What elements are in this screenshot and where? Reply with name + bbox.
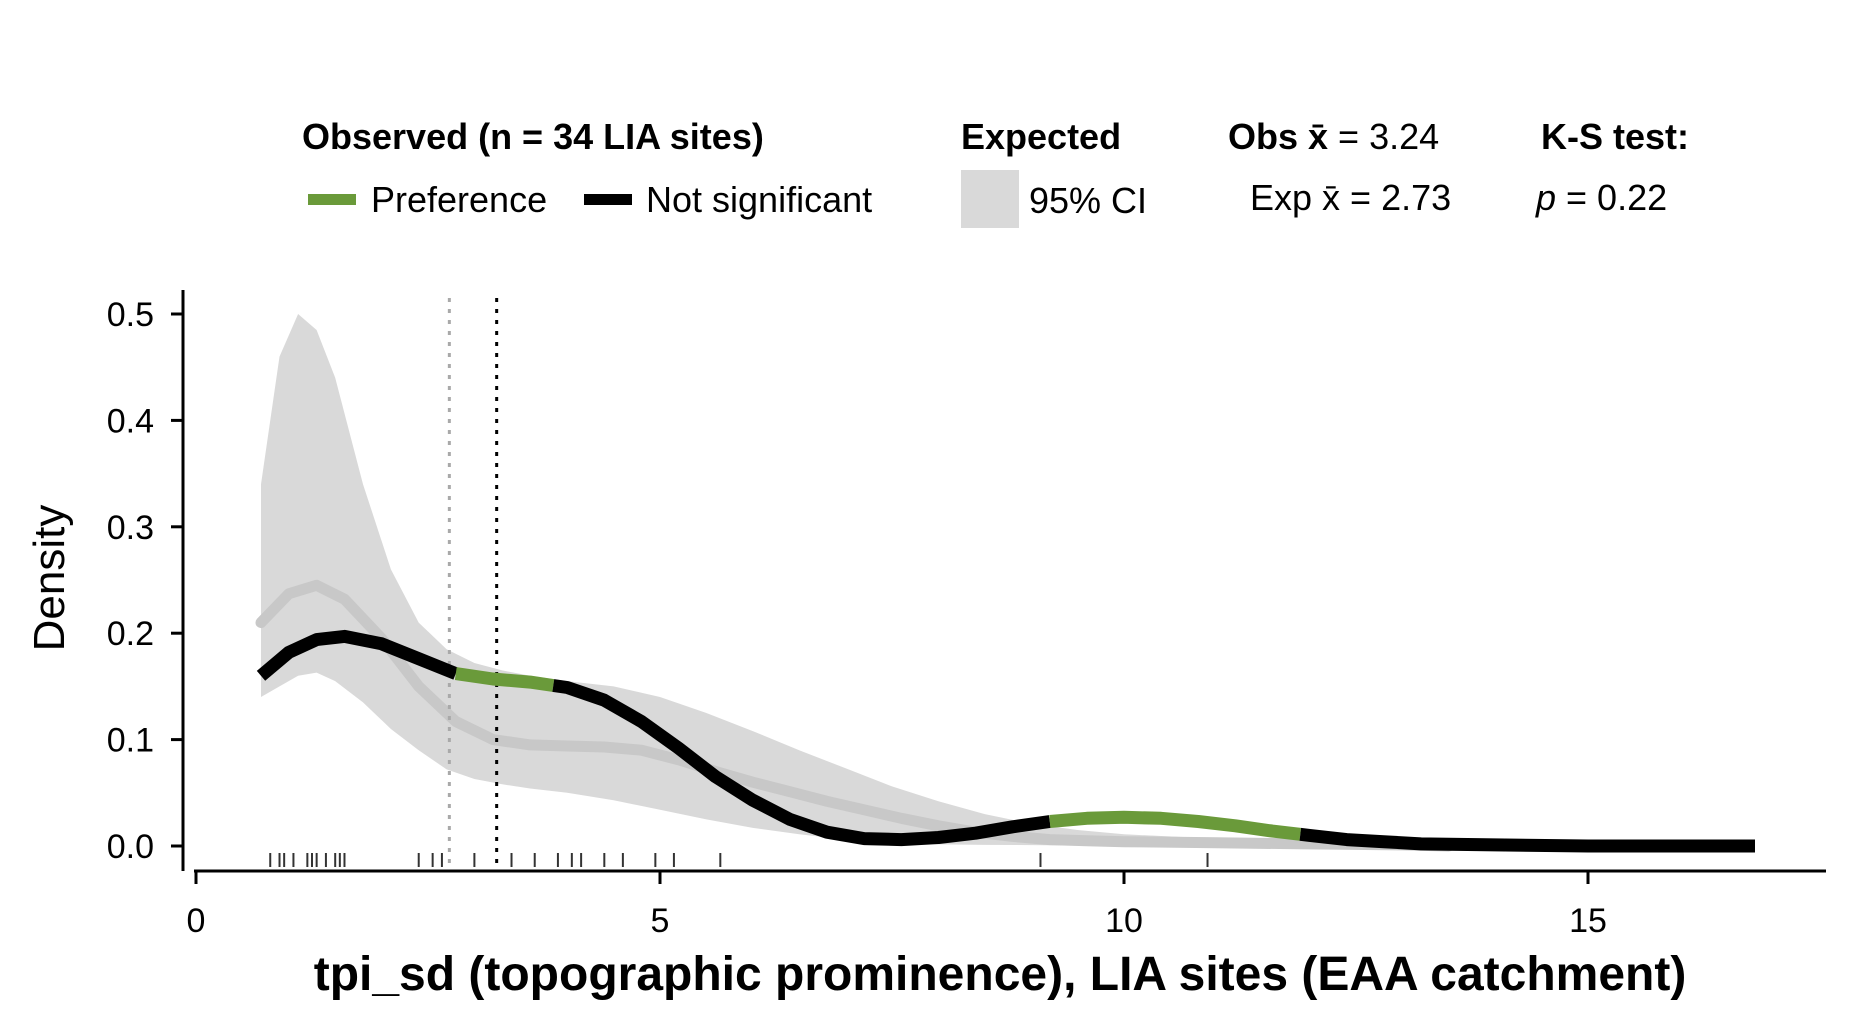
exp-mean-value: = 2.73 bbox=[1340, 177, 1451, 218]
legend-ci-swatch bbox=[961, 170, 1019, 228]
x-tick-label: 10 bbox=[1105, 902, 1143, 940]
obs-mean-symbol: x̄ bbox=[1308, 116, 1328, 157]
y-tick-label: 0.5 bbox=[107, 296, 154, 334]
observed-density-not-significant-segment bbox=[1299, 827, 1755, 853]
plot-area bbox=[255, 298, 1755, 867]
ks-p-symbol: p bbox=[1535, 177, 1556, 218]
y-tick-label: 0.0 bbox=[107, 828, 154, 866]
ks-p-value: = 0.22 bbox=[1556, 177, 1667, 218]
y-tick-label: 0.2 bbox=[107, 615, 154, 653]
legend-ci-label: 95% CI bbox=[1029, 180, 1147, 221]
y-ticks: 0.0 0.1 0.2 0.3 0.4 0.5 bbox=[107, 296, 183, 866]
exp-mean-prefix: Exp bbox=[1250, 177, 1322, 218]
x-axis-label: tpi_sd (topographic prominence), LIA sit… bbox=[314, 948, 1687, 1001]
y-tick-label: 0.4 bbox=[107, 402, 154, 440]
obs-mean-value: = 3.24 bbox=[1328, 116, 1439, 157]
observed-density-not-significant-segment bbox=[256, 629, 459, 681]
legend-observed-title: Observed (n = 34 LIA sites) bbox=[302, 116, 764, 157]
legend: Observed (n = 34 LIA sites) Preference N… bbox=[302, 116, 1689, 228]
legend-preference-label: Preference bbox=[371, 179, 547, 220]
observed-density-preference-segment bbox=[454, 667, 555, 692]
rug-layer bbox=[269, 853, 1209, 867]
x-tick-label: 0 bbox=[187, 902, 206, 940]
x-ticks: 0 5 10 15 bbox=[187, 871, 1607, 940]
legend-preference-swatch bbox=[308, 194, 356, 205]
expected-density-line bbox=[255, 579, 1455, 852]
y-axis-label: Density bbox=[25, 505, 74, 652]
legend-not-significant-label: Not significant bbox=[646, 179, 872, 220]
axes: 0.0 0.1 0.2 0.3 0.4 0.5 0 5 10 15 Density tpi_sd… bbox=[25, 290, 1826, 1001]
legend-expected-title: Expected bbox=[961, 116, 1121, 157]
ci-band bbox=[261, 314, 1496, 846]
observed-density-preference-segment bbox=[1049, 810, 1302, 841]
x-tick-label: 5 bbox=[651, 902, 670, 940]
legend-ks-p: p = 0.22 bbox=[1535, 177, 1667, 218]
y-tick-label: 0.3 bbox=[107, 509, 154, 547]
y-tick-label: 0.1 bbox=[107, 722, 154, 760]
exp-mean-symbol: x̄ bbox=[1322, 177, 1340, 218]
obs-mean-prefix: Obs bbox=[1228, 116, 1308, 157]
legend-expected-mean: Exp x̄ = 2.73 bbox=[1250, 177, 1451, 218]
observed-density-layer bbox=[256, 629, 1755, 853]
expected-density-layer bbox=[255, 579, 1455, 852]
legend-not-significant-swatch bbox=[584, 194, 632, 205]
ci-band-layer bbox=[261, 314, 1496, 846]
x-tick-label: 15 bbox=[1569, 902, 1607, 940]
mean-lines-layer bbox=[447, 298, 499, 866]
observed-density-not-significant-segment bbox=[552, 679, 1051, 847]
legend-ks-title: K-S test: bbox=[1541, 116, 1689, 157]
legend-observed-mean: Obs x̄ = 3.24 bbox=[1228, 116, 1439, 157]
